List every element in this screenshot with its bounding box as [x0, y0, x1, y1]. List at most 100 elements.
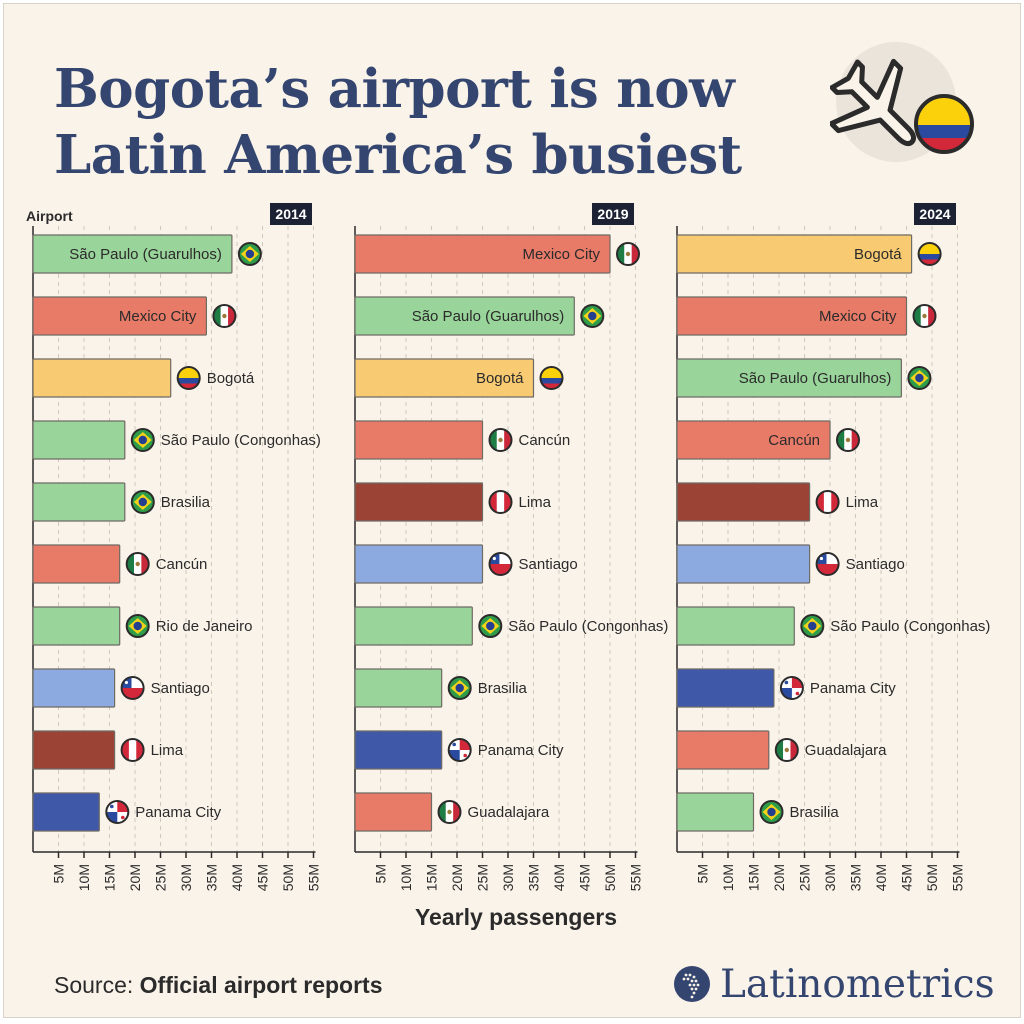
brand-logo: Latinometrics: [672, 959, 995, 1009]
tick-label: 55M: [306, 864, 322, 891]
bar: [354, 296, 575, 336]
chart-panel-2024: 5M 10M 15M 20M 25M 30M 35M 40M 45M 50M 55M 2024 Bogo…: [676, 203, 990, 891]
bar-s-o-paulo-guarulhos-: São Paulo (Guarulhos): [32, 234, 262, 274]
bar: [32, 730, 116, 770]
tick-label: 25M: [797, 864, 813, 891]
bar-brasilia: Brasilia: [32, 482, 211, 522]
bar-label: Brasilia: [478, 680, 528, 697]
bar-guadalajara: Guadalajara: [354, 792, 550, 832]
tick-label: 40M: [229, 864, 245, 891]
bar-canc-n: Cancún: [676, 420, 860, 460]
bar-bogot-: Bogotá: [676, 234, 942, 274]
colombia-flag-icon: [914, 94, 974, 154]
bar: [354, 420, 484, 460]
tick-label: 25M: [153, 864, 169, 891]
bar-brasilia: Brasilia: [676, 792, 839, 832]
bar-label: Bogotá: [207, 370, 255, 387]
bar-label: Mexico City: [819, 308, 897, 325]
tick-label: 10M: [76, 864, 92, 891]
bar: [676, 420, 831, 460]
tick-label: 50M: [602, 864, 618, 891]
bar: [354, 730, 443, 770]
bar-label: Lima: [151, 742, 184, 759]
bar: [32, 606, 121, 646]
bar-rio-de-janeiro: Rio de Janeiro: [32, 606, 253, 646]
bar-label: São Paulo (Congonhas): [508, 618, 668, 635]
tick-label: 50M: [924, 864, 940, 891]
tick-label: 15M: [424, 864, 440, 891]
bar-label: São Paulo (Guarulhos): [69, 246, 222, 263]
bar-panama-city: Panama City: [32, 792, 222, 832]
source-note: Source: Official airport reports: [54, 972, 382, 999]
bar: [676, 544, 811, 584]
bar-bogot-: Bogotá: [354, 358, 564, 398]
title-line-1: Bogota’s airport is now: [54, 58, 735, 120]
bar-label: Santiago: [151, 680, 210, 697]
bar-mexico-city: Mexico City: [676, 296, 937, 336]
globe-logo-icon: [674, 966, 710, 1002]
tick-label: 30M: [822, 864, 838, 891]
bar: [354, 234, 611, 274]
page-title: Bogota’s airport is now Latin America’s …: [54, 56, 774, 188]
bar: [32, 482, 126, 522]
tick-label: 20M: [127, 864, 143, 891]
infographic: Bogota’s airport is now Latin America’s …: [3, 3, 1021, 1018]
tick-label: 25M: [475, 864, 491, 891]
bar-bogot-: Bogotá: [32, 358, 255, 398]
tick-label: 45M: [255, 864, 271, 891]
bar-s-o-paulo-guarulhos-: São Paulo (Guarulhos): [676, 358, 932, 398]
bar-s-o-paulo-congonhas-: São Paulo (Congonhas): [32, 420, 321, 460]
bar-mexico-city: Mexico City: [32, 296, 237, 336]
bar-label: Mexico City: [522, 246, 600, 263]
bar-s-o-paulo-congonhas-: São Paulo (Congonhas): [354, 606, 668, 646]
airplane-icon: [830, 58, 916, 146]
svg-text:2014: 2014: [275, 206, 306, 222]
bar-label: Panama City: [810, 680, 896, 697]
bar-panama-city: Panama City: [354, 730, 564, 770]
bar-canc-n: Cancún: [32, 544, 207, 584]
tick-label: 55M: [950, 864, 966, 891]
tick-label: 5M: [373, 864, 389, 883]
bar: [32, 296, 207, 336]
tick-label: 20M: [771, 864, 787, 891]
bar: [676, 358, 902, 398]
bar-label: Lima: [519, 494, 552, 511]
bar: [32, 544, 121, 584]
bar: [354, 358, 535, 398]
bar: [354, 792, 433, 832]
bar: [676, 668, 775, 708]
bar-label: Panama City: [135, 804, 221, 821]
year-badge: 2019: [592, 203, 634, 225]
source-prefix: Source:: [54, 972, 134, 998]
x-axis-title: Yearly passengers: [414, 904, 618, 930]
tick-label: 10M: [720, 864, 736, 891]
tick-label: 50M: [280, 864, 296, 891]
bar-label: Bogotá: [476, 370, 524, 387]
bar: [32, 234, 233, 274]
tick-label: 30M: [178, 864, 194, 891]
bar-canc-n: Cancún: [354, 420, 571, 460]
bar-mexico-city: Mexico City: [354, 234, 640, 274]
bar-label: Santiago: [519, 556, 578, 573]
bar-label: Rio de Janeiro: [156, 618, 253, 635]
bar-label: Cancún: [519, 432, 571, 449]
bar-lima: Lima: [354, 482, 552, 522]
bar: [354, 668, 443, 708]
bar-label: Santiago: [846, 556, 905, 573]
bar-label: São Paulo (Congonhas): [161, 432, 321, 449]
bar-label: São Paulo (Congonhas): [830, 618, 990, 635]
y-axis-title: Airport: [26, 208, 73, 224]
tick-label: 15M: [746, 864, 762, 891]
bar-label: Lima: [846, 494, 879, 511]
bar-santiago: Santiago: [354, 544, 578, 584]
brand-name: Latinometrics: [720, 961, 995, 1007]
tick-label: 35M: [204, 864, 220, 891]
year-badge: 2014: [270, 203, 312, 225]
bar: [676, 482, 811, 522]
bar: [354, 482, 484, 522]
bar: [676, 730, 770, 770]
bar: [676, 296, 908, 336]
bar: [676, 606, 795, 646]
tick-label: 45M: [899, 864, 915, 891]
bar-santiago: Santiago: [676, 544, 905, 584]
